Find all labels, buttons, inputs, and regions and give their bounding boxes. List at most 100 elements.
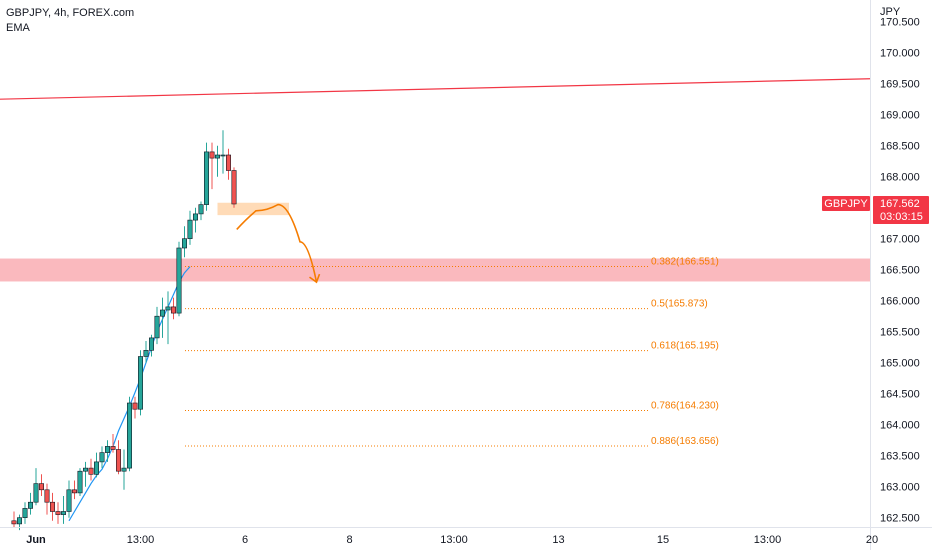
price-axis-tick: 165.500 — [880, 327, 920, 339]
time-axis-tick: 6 — [242, 534, 248, 546]
candle-body — [155, 316, 159, 338]
candle-bullish — [78, 468, 82, 496]
candle-body — [39, 484, 43, 490]
candle-bullish — [94, 453, 98, 478]
candle-body — [72, 490, 76, 493]
candle-bearish — [39, 474, 43, 496]
candle-bullish — [166, 291, 170, 344]
candle-body — [199, 205, 203, 214]
candle-body — [89, 468, 93, 474]
time-axis-tick: 13:00 — [440, 534, 468, 546]
fib-level-label: 0.786(164.230) — [651, 400, 719, 411]
zones-layer — [0, 203, 870, 282]
candle-body — [34, 484, 38, 503]
price-axis-tick: 168.000 — [880, 172, 920, 184]
candle-bearish — [89, 459, 93, 481]
time-axis-tick: 15 — [657, 534, 669, 546]
candle-body — [160, 310, 164, 316]
badge-symbol: GBPJPY — [824, 198, 868, 210]
fib-level-label: 0.618(165.195) — [651, 341, 719, 352]
candle-bullish — [215, 146, 219, 177]
candle-body — [138, 357, 142, 410]
candle-body — [166, 307, 170, 310]
price-axis-tick: 169.000 — [880, 110, 920, 122]
candle-bearish — [50, 493, 54, 521]
candle-bullish — [67, 481, 71, 518]
candle-body — [204, 152, 208, 205]
candle-bullish — [188, 211, 192, 245]
candle-bearish — [12, 512, 16, 528]
candle-bullish — [138, 350, 142, 415]
price-axis-tick: 168.500 — [880, 141, 920, 153]
candle-bullish — [127, 397, 131, 471]
ema-line — [69, 267, 190, 521]
candle-bearish — [226, 149, 230, 180]
candle-body — [193, 214, 197, 220]
candle-bearish — [116, 440, 120, 474]
candle-body — [50, 502, 54, 511]
candle-body — [149, 338, 153, 350]
time-axis-tick: 13:00 — [754, 534, 782, 546]
candles-layer — [12, 130, 236, 530]
chart-legend: GBPJPY, 4h, FOREX.com EMA — [6, 6, 134, 36]
candle-body — [226, 155, 230, 171]
candle-body — [23, 508, 27, 517]
candle-bullish — [23, 502, 27, 524]
candle-bearish — [171, 298, 175, 320]
candle-body — [177, 248, 181, 313]
candle-bearish — [232, 167, 236, 207]
price-axis-tick: 169.500 — [880, 79, 920, 91]
candle-body — [210, 152, 214, 158]
candle-body — [144, 350, 148, 356]
time-axis-tick: 20 — [866, 534, 878, 546]
candle-body — [56, 512, 60, 515]
candle-bullish — [83, 462, 87, 487]
trendline-layer — [0, 79, 870, 99]
candle-body — [111, 446, 115, 449]
candle-bullish — [28, 493, 32, 515]
time-axis-tick: Jun — [26, 534, 46, 546]
candle-body — [17, 518, 21, 524]
candle-bearish — [56, 502, 60, 524]
candle-body — [78, 471, 82, 493]
candle-body — [182, 239, 186, 248]
candle-body — [221, 155, 225, 156]
time-axis-tick: 13 — [552, 534, 564, 546]
candle-body — [105, 446, 109, 452]
price-axis-tick: 164.500 — [880, 389, 920, 401]
candle-bullish — [199, 202, 203, 221]
candle-bullish — [160, 298, 164, 338]
candle-bullish — [221, 130, 225, 173]
price-axis-tick: 170.500 — [880, 17, 920, 29]
candle-bullish — [34, 468, 38, 505]
ema-layer — [69, 267, 190, 521]
price-axis-tick: 167.000 — [880, 234, 920, 246]
price-axis-tick: 163.000 — [880, 482, 920, 494]
candle-bullish — [177, 242, 181, 316]
candle-body — [45, 490, 49, 502]
price-axis-tick: 170.000 — [880, 48, 920, 60]
candle-body — [61, 512, 65, 515]
candle-body — [94, 462, 98, 474]
candle-bullish — [155, 307, 159, 344]
resistance-trendline — [0, 79, 870, 99]
candle-bullish — [105, 440, 109, 462]
price-axis-tick: 164.000 — [880, 420, 920, 432]
badge-countdown: 03:03:15 — [880, 211, 923, 223]
time-axis-tick: 8 — [346, 534, 352, 546]
fib-level-label: 0.5(165.873) — [651, 299, 708, 310]
price-axis-tick: 166.500 — [880, 265, 920, 277]
badge-price: 167.562 — [880, 198, 920, 210]
candle-body — [171, 307, 175, 313]
time-axis-tick: 13:00 — [127, 534, 155, 546]
candle-bullish — [100, 446, 104, 468]
candle-body — [116, 450, 120, 472]
price-axis-tick: 165.000 — [880, 358, 920, 370]
ema-indicator-label[interactable]: EMA — [6, 21, 134, 36]
symbol-title[interactable]: GBPJPY, 4h, FOREX.com — [6, 6, 134, 21]
candle-bearish — [72, 481, 76, 500]
